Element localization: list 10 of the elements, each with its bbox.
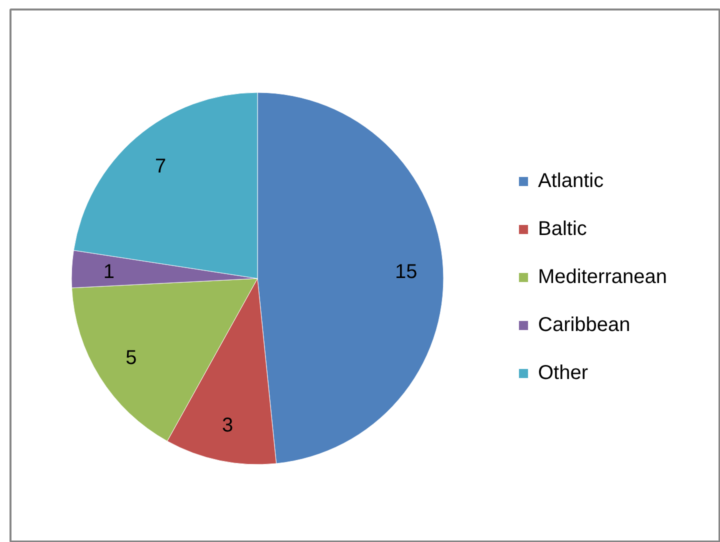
data-label: 5 [126,347,137,370]
data-label: 15 [394,260,418,283]
legend-label: Other [538,361,588,385]
data-label: 3 [222,414,234,436]
legend-label: Caribbean [538,313,630,337]
legend-label: Mediterranean [538,265,667,289]
legend-label: Atlantic [538,169,604,193]
legend-label: Baltic [538,217,587,241]
data-label: 1 [103,260,114,283]
data-label: 7 [155,156,166,178]
